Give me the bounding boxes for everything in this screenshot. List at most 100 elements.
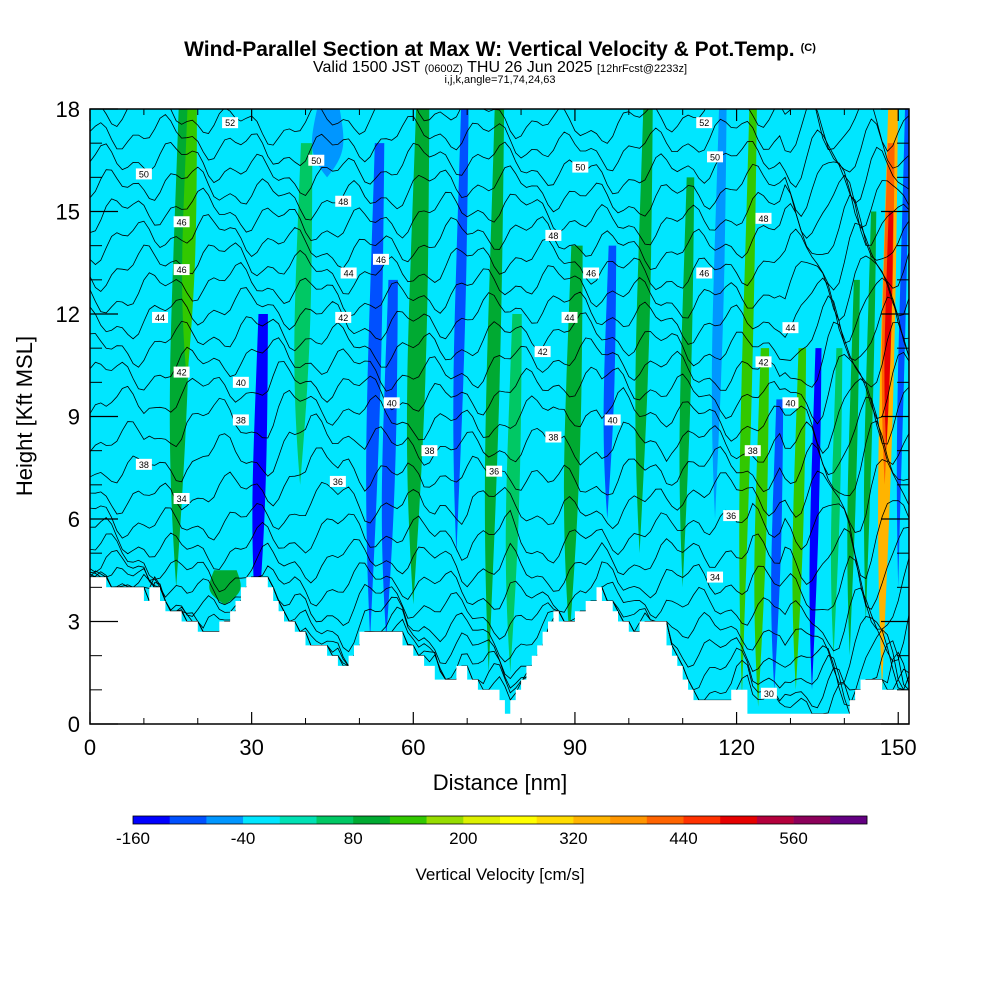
velocity-feature (754, 348, 770, 707)
velocity-feature (884, 211, 894, 451)
theta-contour (90, 194, 909, 270)
colorbar-swatch (279, 816, 317, 824)
velocity-feature (603, 245, 617, 519)
velocity-feature (252, 314, 268, 639)
colorbar-swatch (573, 816, 611, 824)
colorbar-swatch (426, 816, 464, 824)
contour-label: 40 (232, 376, 249, 388)
contour-label: 34 (173, 493, 190, 504)
theta-contour (90, 109, 909, 152)
colorbar-tick-label: 560 (779, 829, 807, 848)
contour-label: 44 (782, 322, 799, 334)
contour-label: 50 (572, 161, 589, 173)
contour-label: 44 (561, 311, 578, 323)
contour-label-text: 46 (699, 269, 709, 279)
y-tick-label: 15 (56, 200, 80, 225)
contour-label-text: 48 (338, 197, 348, 207)
contour-label-text: 48 (759, 214, 769, 224)
contour-label: 48 (335, 195, 352, 207)
contour-label-text: 38 (748, 446, 758, 456)
theta-contour (90, 321, 909, 392)
contour-label: 50 (135, 168, 152, 180)
contour-label: 46 (173, 264, 190, 276)
contour-label: 36 (329, 475, 346, 487)
contour-label-text: 40 (236, 378, 246, 388)
theta-contour (90, 567, 909, 662)
colorbar-tick-label: 80 (344, 829, 363, 848)
colorbar-swatch (830, 816, 868, 824)
contour-label-text: 46 (177, 217, 187, 227)
colorbar-swatch (793, 816, 831, 824)
colorbar-swatch (169, 816, 207, 824)
contour-label: 42 (335, 311, 352, 323)
y-tick-label: 9 (68, 405, 80, 430)
contour-label: 36 (723, 510, 740, 522)
colorbar-tick-label: -40 (231, 829, 256, 848)
contour-label: 50 (707, 151, 724, 163)
contour-label-text: 50 (139, 169, 149, 179)
contour-label: 30 (760, 687, 777, 699)
contour-label-text: 38 (548, 433, 558, 443)
contour-label: 48 (545, 229, 562, 241)
contour-label: 38 (744, 445, 761, 457)
contour-label: 46 (372, 253, 389, 265)
colorbar-tick-label: -160 (116, 829, 150, 848)
velocity-feature (484, 109, 505, 673)
velocity-feature (863, 211, 877, 622)
contour-label: 42 (534, 346, 551, 358)
contour-label-text: 34 (177, 494, 187, 504)
y-tick-label: 6 (68, 507, 80, 532)
colorbar-tick-label: 320 (559, 829, 587, 848)
velocity-feature (679, 177, 695, 588)
colorbar-frame (132, 815, 868, 825)
contour-label-text: 44 (565, 313, 575, 323)
subtitle-utc: (0600Z) (424, 63, 463, 75)
contour-label: 34 (707, 571, 724, 583)
potential-temperature-contours (90, 109, 909, 715)
title-text: Wind-Parallel Section at Max W: Vertical… (184, 38, 795, 61)
velocity-feature (182, 109, 197, 383)
contour-label: 38 (421, 445, 438, 457)
terrain (90, 577, 909, 724)
contour-label-text: 38 (424, 446, 434, 456)
contour-label-text: 40 (608, 415, 618, 425)
velocity-feature (294, 143, 313, 485)
colorbar-swatch (610, 816, 648, 824)
colorbar-tick-label: 440 (669, 829, 697, 848)
subtitle-time: Valid 1500 JST (312, 59, 420, 76)
theta-contour (90, 109, 909, 173)
contour-label: 36 (486, 465, 503, 477)
title-block: Wind-Parallel Section at Max W: Vertical… (0, 36, 1000, 86)
contour-label-text: 40 (785, 398, 795, 408)
theta-contour (90, 396, 909, 484)
contour-label: 46 (696, 267, 713, 279)
contour-label-text: 40 (387, 398, 397, 408)
contour-label-text: 42 (759, 357, 769, 367)
colorbar-swatch (500, 816, 537, 824)
velocity-feature (635, 109, 653, 554)
contour-label-text: 42 (338, 313, 348, 323)
contour-label: 44 (340, 267, 357, 279)
colorbar-label: Vertical Velocity [cm/s] (415, 865, 584, 884)
contour-label: 40 (604, 414, 621, 426)
colorbar-swatch (720, 816, 758, 824)
x-tick-label: 150 (880, 735, 917, 760)
y-tick-label: 3 (68, 610, 80, 635)
contour-label: 48 (755, 212, 772, 224)
contour-label: 42 (173, 366, 190, 378)
velocity-feature (453, 109, 469, 554)
contour-label-text: 36 (333, 477, 343, 487)
contour-label-text: 46 (376, 255, 386, 265)
velocity-feature (563, 245, 583, 639)
colorbar-swatch (536, 816, 574, 824)
subtitle-indices: i,j,k,angle=71,74,24,63 (444, 74, 556, 86)
colorbar: -160 -40 80 200 320 440 560 (116, 815, 868, 848)
contour-label-text: 48 (548, 231, 558, 241)
x-tick-label: 0 (84, 735, 96, 760)
contour-label-text: 36 (726, 511, 736, 521)
theta-contour (90, 459, 909, 541)
velocity-feature (771, 399, 784, 690)
y-tick-label: 0 (68, 712, 80, 737)
title-superscript: (C) (800, 42, 816, 54)
